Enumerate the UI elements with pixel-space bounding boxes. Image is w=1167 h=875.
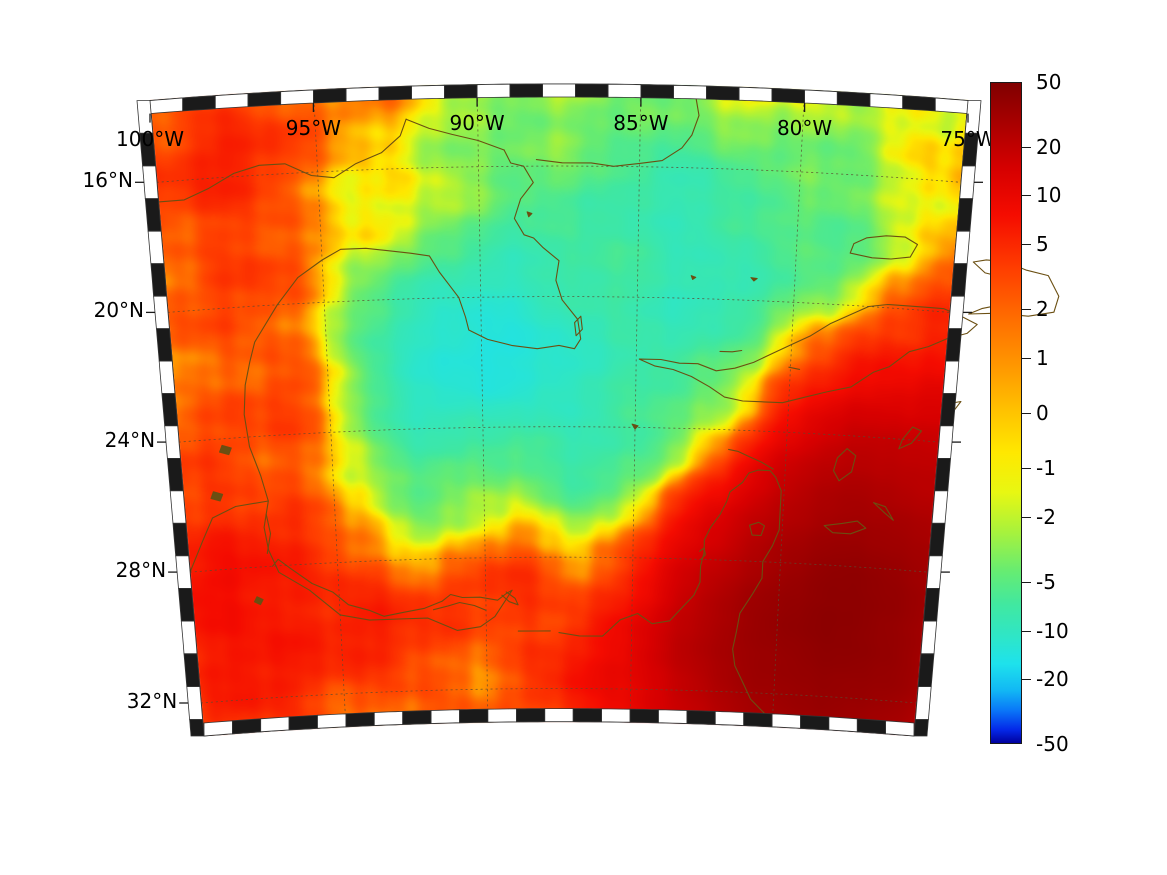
colorbar-tick-mark — [1022, 630, 1031, 632]
colorbar-tick-mark — [1022, 517, 1031, 519]
lon-tick-label: 75°W — [940, 126, 996, 151]
lat-tick-label: 20°N — [93, 298, 145, 323]
colorbar-tick-label: 10 — [1036, 183, 1062, 208]
lon-tick-label: 80°W — [776, 115, 833, 140]
map-data-area — [149, 84, 1060, 736]
lat-tick-label: 16°N — [82, 168, 133, 193]
colorbar-tick-mark — [1022, 146, 1031, 148]
lon-tick-label: 90°W — [449, 110, 505, 135]
colorbar-tick-mark — [1022, 357, 1031, 359]
lon-tick-label: 100°W — [116, 126, 184, 151]
colorbar-tick-mark — [1022, 413, 1031, 414]
lat-tick-label: 32°N — [126, 689, 178, 714]
colorbar-tick-label: 50 — [1036, 70, 1062, 94]
colorbar-tick-label: -10 — [1036, 618, 1069, 643]
colorbar-tick-mark — [1022, 244, 1031, 246]
colorbar-tick-mark — [1022, 195, 1031, 197]
colorbar-tick-label: -1 — [1036, 456, 1056, 481]
colorbar — [990, 82, 1022, 744]
colorbar-tick-label: 1 — [1036, 345, 1049, 370]
colorbar-tick-mark — [1022, 308, 1031, 310]
colorbar-tick-label: -5 — [1036, 569, 1056, 594]
lon-tick-label: 95°W — [285, 115, 342, 140]
lat-tick-label: 24°N — [104, 428, 156, 453]
colorbar-tick-label: 2 — [1036, 296, 1049, 321]
heatmap-field-canvas — [150, 84, 968, 736]
colorbar-tick-label: 5 — [1036, 232, 1049, 257]
lat-tick-label: 28°N — [115, 558, 167, 583]
colorbar-tick-mark — [1022, 468, 1031, 470]
colorbar-tick-label: 0 — [1036, 401, 1049, 425]
colorbar-tick-label: 20 — [1036, 134, 1062, 159]
colorbar-tick-mark — [1022, 581, 1031, 583]
colorbar-tick-mark — [1022, 679, 1031, 681]
colorbar-tick-label: -2 — [1036, 505, 1056, 530]
lon-tick-label: 85°W — [613, 110, 669, 135]
colorbar-tick-label: -50 — [1036, 732, 1069, 756]
colorbar-tick-label: -20 — [1036, 667, 1069, 692]
